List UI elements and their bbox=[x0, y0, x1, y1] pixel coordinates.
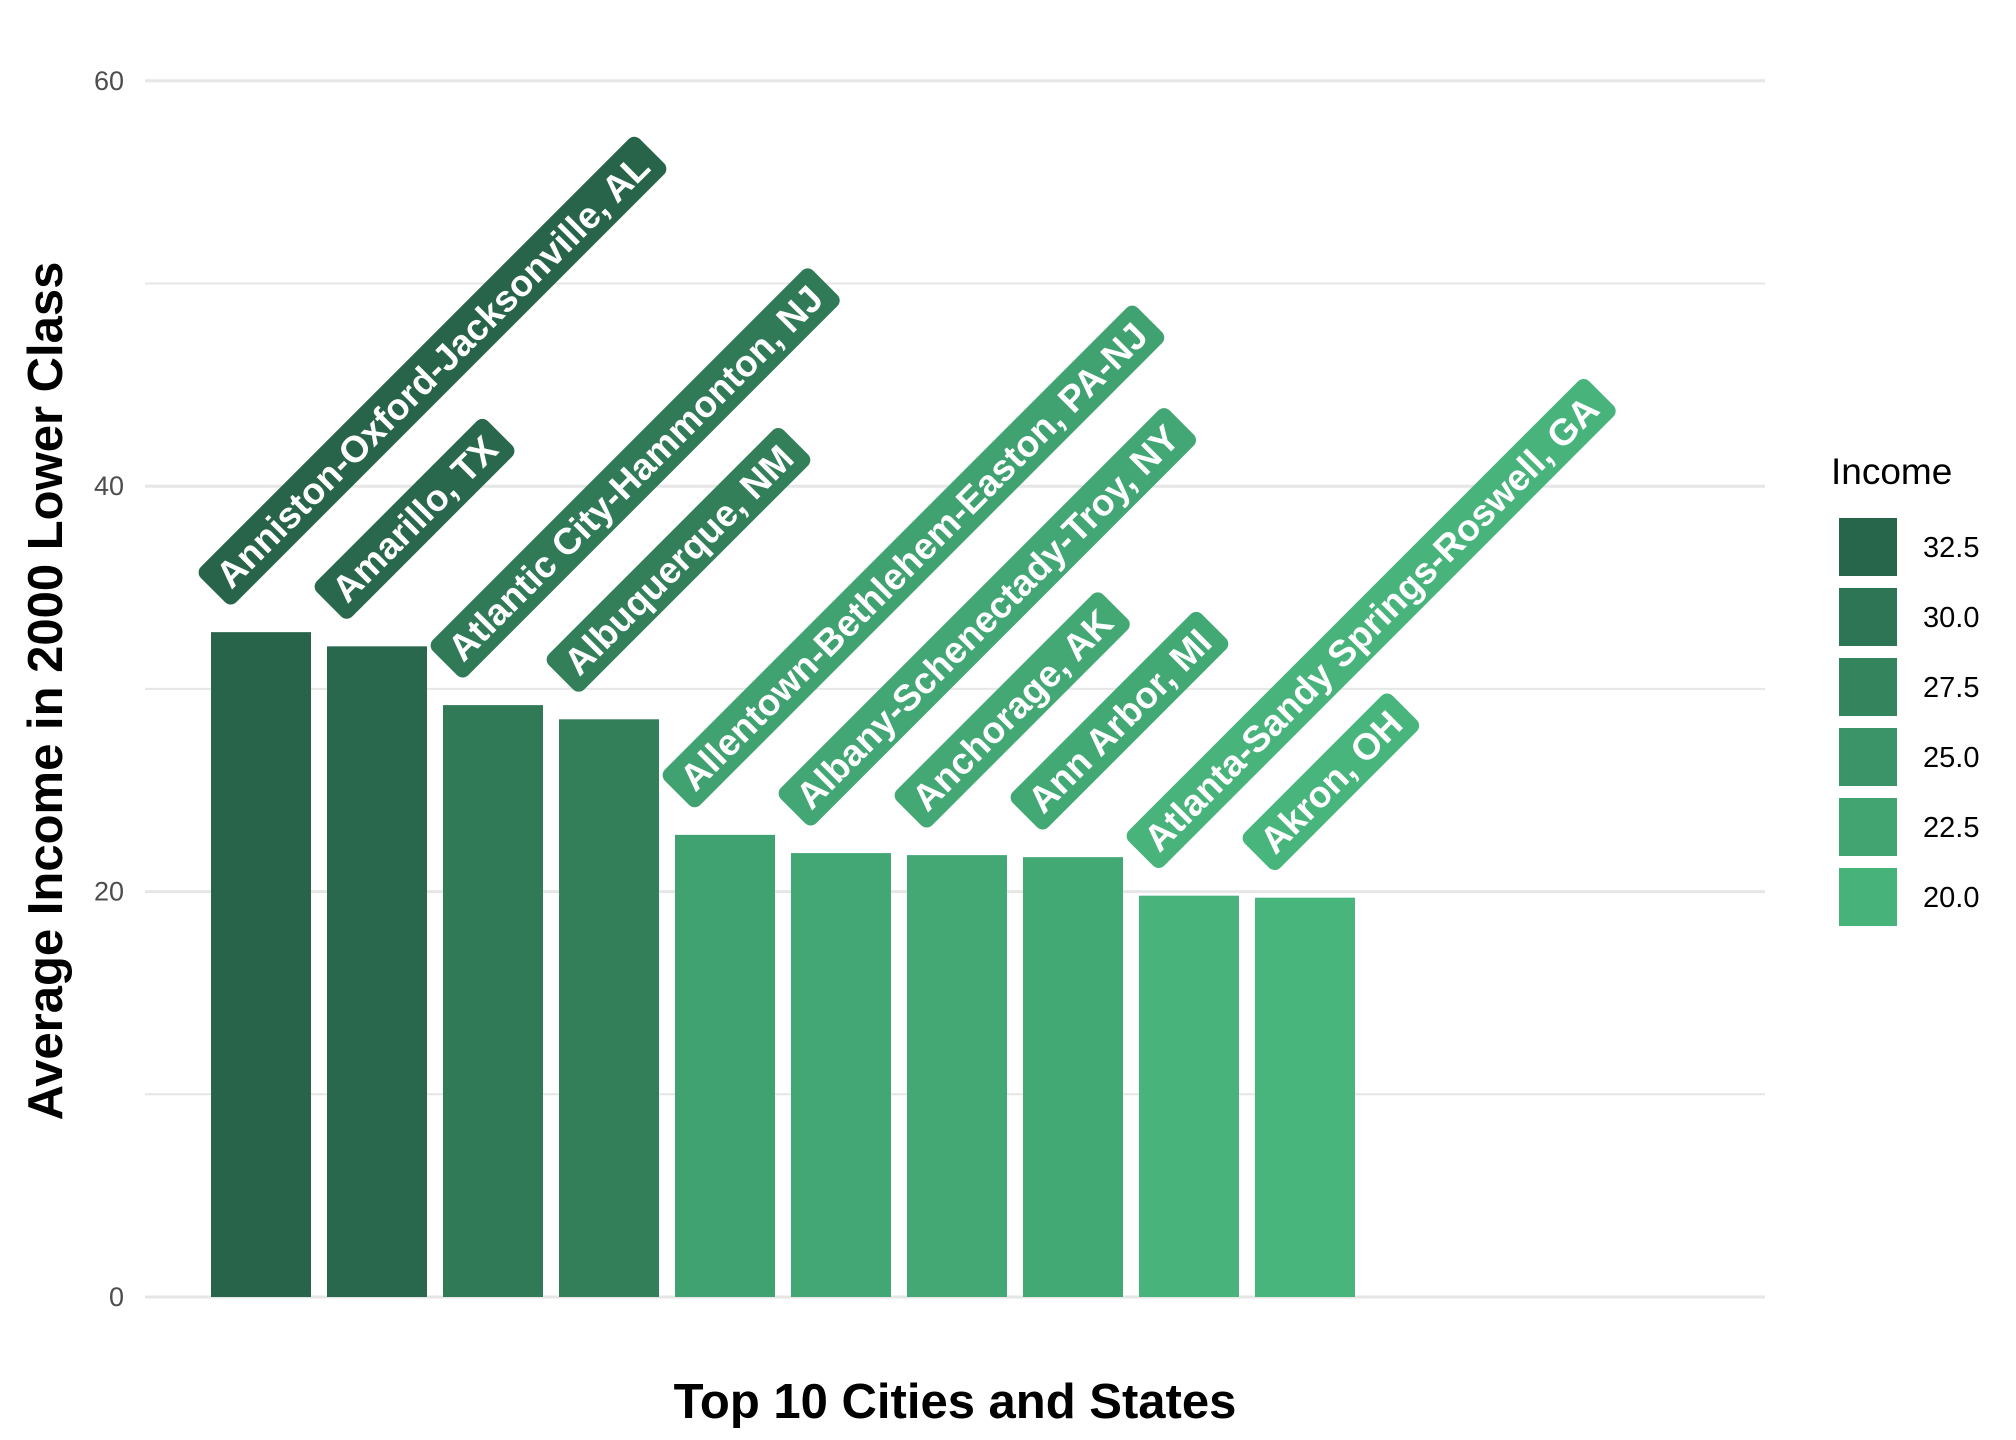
y-tick-label: 0 bbox=[109, 1282, 124, 1312]
bar-label-text: Albuquerque, NM bbox=[556, 437, 802, 683]
legend-swatch bbox=[1839, 798, 1897, 856]
y-axis-ticks: 0 20 40 60 bbox=[94, 66, 124, 1312]
legend-swatch bbox=[1839, 588, 1897, 646]
bar bbox=[327, 646, 427, 1297]
legend-swatch bbox=[1839, 658, 1897, 716]
legend-title: Income bbox=[1831, 451, 1952, 492]
x-axis-title: Top 10 Cities and States bbox=[674, 1375, 1237, 1429]
bar bbox=[559, 719, 659, 1297]
bars bbox=[211, 632, 1355, 1297]
bar bbox=[907, 855, 1007, 1297]
bar bbox=[1139, 895, 1239, 1297]
bar bbox=[1023, 857, 1123, 1297]
bar-label-box bbox=[1126, 378, 1616, 869]
bar-label-box bbox=[778, 408, 1197, 826]
bar bbox=[791, 853, 891, 1297]
bar bbox=[211, 632, 311, 1297]
legend-label: 25.0 bbox=[1923, 742, 1979, 774]
legend-swatch bbox=[1839, 868, 1897, 926]
bar-label-box bbox=[1010, 611, 1229, 830]
bar-label-box bbox=[894, 592, 1130, 828]
y-axis-title: Average Income in 2000 Lower Class bbox=[19, 262, 73, 1121]
legend-label: 30.0 bbox=[1923, 602, 1979, 634]
legend-label: 32.5 bbox=[1923, 532, 1979, 564]
bar bbox=[1255, 897, 1355, 1297]
legend-swatch bbox=[1839, 728, 1897, 786]
y-tick-label: 20 bbox=[94, 877, 124, 907]
bar bbox=[675, 834, 775, 1297]
bar-label-box bbox=[198, 136, 667, 605]
legend: Income 32.5 30.0 27.5 25.0 22.5 20.0 bbox=[1831, 451, 1979, 926]
bar-label-box bbox=[662, 305, 1165, 808]
y-tick-label: 60 bbox=[94, 66, 124, 96]
bar-label-box bbox=[314, 418, 515, 619]
bar-label-box bbox=[1242, 693, 1420, 871]
y-tick-label: 40 bbox=[94, 471, 124, 501]
legend-swatch bbox=[1839, 518, 1897, 576]
legend-label: 20.0 bbox=[1923, 882, 1979, 914]
legend-label: 27.5 bbox=[1923, 672, 1979, 704]
bar-label-box bbox=[430, 268, 840, 678]
bar-label-box bbox=[546, 427, 811, 692]
legend-label: 22.5 bbox=[1923, 812, 1979, 844]
bar-label: Albuquerque, NM bbox=[546, 427, 811, 692]
bar bbox=[443, 705, 543, 1297]
